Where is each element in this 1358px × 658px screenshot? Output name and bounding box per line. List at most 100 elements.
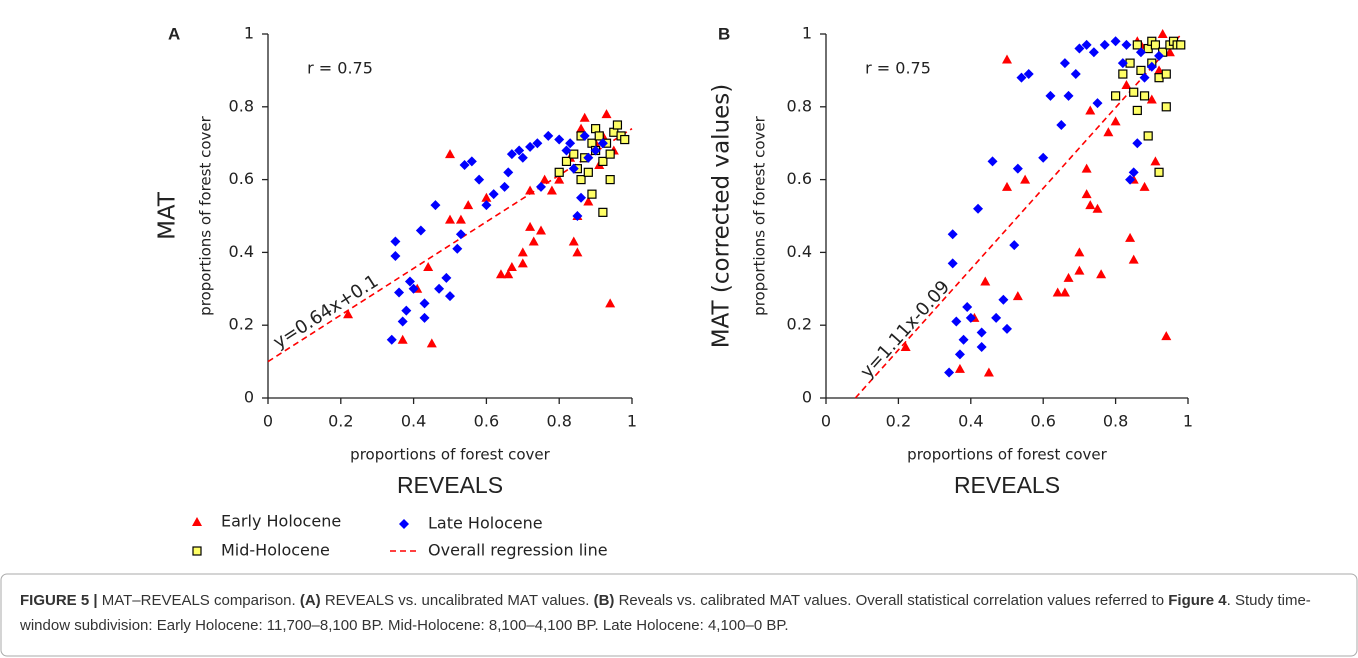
marker (620, 134, 630, 145)
marker (1125, 232, 1136, 242)
marker (1143, 131, 1153, 141)
marker (572, 247, 583, 257)
legend-marker (192, 517, 202, 526)
marker (951, 316, 962, 327)
marker (583, 167, 593, 177)
marker (419, 298, 430, 309)
caption-text: FIGURE 5 | (20, 592, 98, 609)
x-tick-label: 0 (821, 412, 831, 431)
marker (1132, 105, 1142, 116)
marker (546, 185, 557, 195)
marker (1070, 69, 1081, 80)
marker (601, 109, 612, 119)
marker (1063, 90, 1074, 101)
marker (1085, 200, 1096, 210)
marker (991, 312, 1002, 323)
marker (503, 269, 514, 279)
marker (1081, 189, 1092, 199)
marker (973, 203, 984, 214)
marker (569, 149, 579, 159)
marker (514, 145, 525, 156)
x-tick-label: 1 (1183, 412, 1193, 431)
marker (561, 156, 572, 166)
marker (1154, 65, 1165, 75)
x-tick-label: 0.6 (1030, 412, 1055, 431)
marker (517, 258, 528, 268)
marker (554, 174, 565, 184)
marker (1154, 50, 1165, 61)
legend-label: Early Holocene (221, 512, 341, 531)
marker (1023, 69, 1034, 80)
marker (976, 342, 987, 353)
marker (474, 174, 485, 185)
marker (598, 207, 608, 217)
marker (488, 189, 499, 200)
marker (1117, 58, 1128, 69)
marker (1038, 152, 1049, 163)
x-tick-label: 0.4 (958, 412, 983, 431)
legend-label: Mid-Holocene (221, 541, 330, 560)
marker (408, 283, 419, 294)
marker (576, 192, 587, 203)
marker (1092, 203, 1103, 213)
regression-line (854, 33, 1183, 399)
x-tick-label: 0.2 (328, 412, 353, 431)
y-axis-subtitle: proportions of forest cover (197, 115, 215, 315)
marker (1161, 102, 1171, 112)
marker (506, 261, 517, 271)
y-tick-label: 0 (802, 388, 812, 407)
annotation: r = 0.75 (865, 59, 931, 78)
x-tick-label: 0.8 (546, 412, 571, 431)
marker (1118, 69, 1128, 79)
y-tick-label: 0.2 (787, 315, 812, 334)
marker (554, 167, 564, 177)
marker (998, 294, 1009, 305)
marker (397, 316, 408, 327)
caption: FIGURE 5 | MAT–REVEALS comparison. (A) R… (20, 588, 1345, 638)
marker (561, 145, 572, 156)
marker (1020, 174, 1031, 184)
marker (590, 145, 601, 156)
marker (1009, 240, 1020, 251)
marker (987, 156, 998, 167)
marker (1074, 43, 1085, 54)
marker (390, 236, 401, 247)
marker (426, 338, 437, 348)
marker (1161, 69, 1171, 79)
marker (434, 283, 445, 294)
marker (576, 123, 587, 133)
marker (587, 189, 597, 199)
marker (900, 342, 911, 352)
marker (1059, 287, 1070, 297)
caption-text: Reveals vs. calibrated MAT values. Overa… (614, 592, 1169, 609)
marker (1074, 247, 1085, 257)
marker (976, 327, 987, 338)
marker (455, 229, 466, 240)
marker (1121, 79, 1132, 89)
marker (517, 152, 528, 163)
marker (445, 149, 455, 159)
y-tick-label: 0.8 (787, 96, 812, 115)
marker (568, 163, 579, 174)
marker (1139, 91, 1150, 101)
series (900, 29, 1175, 377)
x-axis-subtitle: proportions of forest cover (350, 446, 550, 464)
marker (1161, 331, 1172, 341)
series (343, 109, 619, 348)
y-axis-title: MAT (corrected values) (709, 84, 735, 349)
marker (1045, 90, 1056, 101)
marker (1099, 39, 1110, 50)
marker (579, 130, 590, 141)
marker (554, 134, 565, 145)
marker (536, 181, 546, 192)
marker (1110, 36, 1121, 47)
marker (1136, 65, 1146, 76)
y-tick-label: 0.4 (229, 242, 254, 261)
caption-text: MAT–REVEALS comparison. (97, 592, 300, 609)
marker (1081, 163, 1092, 173)
marker (539, 174, 550, 184)
marker (576, 175, 586, 185)
marker (517, 247, 528, 257)
marker (1176, 40, 1186, 50)
marker (506, 149, 517, 160)
